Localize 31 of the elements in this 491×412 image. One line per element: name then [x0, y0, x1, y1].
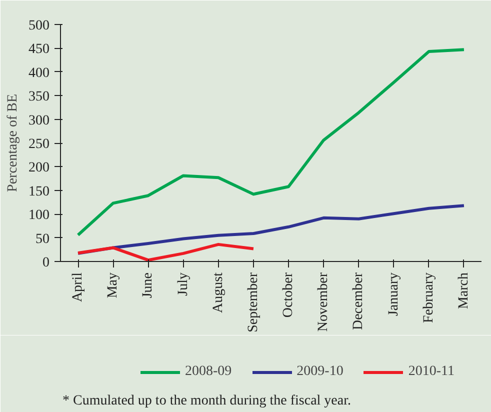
- x-tick-label: March: [456, 272, 472, 310]
- legend-label: 2008-09: [185, 364, 232, 380]
- y-tick-label: 350: [28, 90, 50, 105]
- x-tick-label: November: [316, 272, 332, 332]
- y-tick-label: 100: [28, 208, 50, 224]
- y-tick-label: 300: [28, 113, 50, 128]
- x-tick-label: September: [246, 272, 261, 332]
- x-tick-label: May: [106, 272, 121, 298]
- y-tick-label: 150: [28, 184, 50, 200]
- line-series: [76, 48, 466, 236]
- legend-label: 2009-10: [296, 364, 344, 380]
- x-tick-label: August: [210, 272, 226, 313]
- x-tick-label: June: [140, 272, 156, 298]
- y-tick-label: 200: [28, 160, 50, 176]
- x-tick-label: October: [281, 272, 296, 318]
- y-tick-label: 250: [28, 137, 50, 152]
- y-tick-label: 500: [28, 18, 50, 34]
- y-tick-label: 0: [42, 256, 50, 270]
- y-axis-title: Percentage of BE: [6, 94, 20, 192]
- line-series: [76, 204, 466, 255]
- line-series: [76, 242, 255, 262]
- y-tick-label: 450: [28, 42, 50, 58]
- y-tick-label: 400: [28, 66, 50, 81]
- y-tick-label: 50: [36, 232, 50, 247]
- x-tick-label: April: [70, 272, 86, 302]
- x-tick-label: December: [351, 272, 366, 330]
- legend-label: 2010-11: [408, 364, 454, 380]
- text: * Cumulated up to the month during the fiscal year.: [62, 394, 351, 408]
- x-tick-label: January: [386, 272, 402, 316]
- x-tick-label: February: [421, 272, 436, 324]
- x-tick-label: July: [176, 272, 191, 296]
